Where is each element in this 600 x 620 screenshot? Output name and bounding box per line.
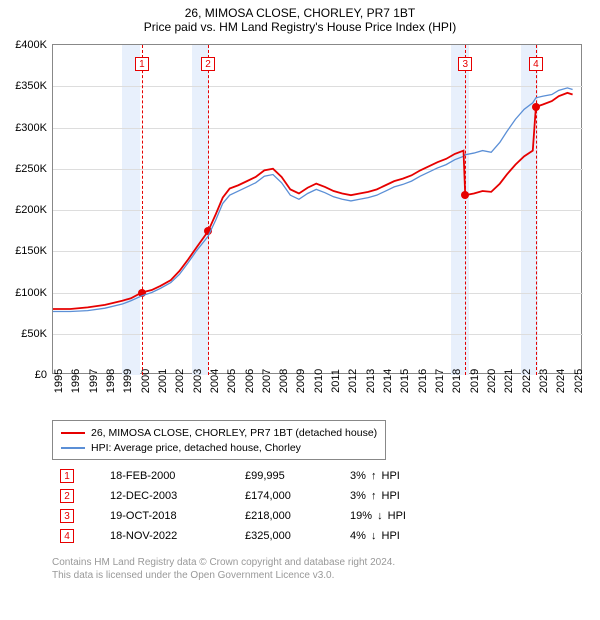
sale-hpi-delta: 4% ↓ HPI <box>350 530 450 542</box>
sales-table: 118-FEB-2000£99,9953% ↑ HPI212-DEC-2003£… <box>60 466 450 546</box>
legend-item: HPI: Average price, detached house, Chor… <box>61 440 377 455</box>
arrow-up-icon: ↑ <box>371 490 377 502</box>
sales-table-row: 1 18-FEB-2000£99,9953% ↑ HPI <box>60 466 450 486</box>
footer-line-1: Contains HM Land Registry data © Crown c… <box>52 556 395 569</box>
y-axis-tick: £350K <box>15 80 53 92</box>
footer-line-2: This data is licensed under the Open Gov… <box>52 569 395 582</box>
footer-attribution: Contains HM Land Registry data © Crown c… <box>52 556 395 582</box>
y-axis-tick: £0 <box>35 369 53 381</box>
y-axis-tick: £50K <box>21 328 53 340</box>
sale-date: 12-DEC-2003 <box>110 490 245 502</box>
arrow-down-icon: ↓ <box>377 510 383 522</box>
y-axis-tick: £250K <box>15 163 53 175</box>
sale-hpi-delta: 3% ↑ HPI <box>350 490 450 502</box>
chart-lines <box>53 45 583 375</box>
series-line <box>53 88 573 312</box>
y-axis-tick: £400K <box>15 39 53 51</box>
sale-hpi-delta: 3% ↑ HPI <box>350 470 450 482</box>
y-axis-tick: £100K <box>15 287 53 299</box>
legend-swatch <box>61 447 85 449</box>
legend-label: HPI: Average price, detached house, Chor… <box>91 442 301 454</box>
y-axis-tick: £300K <box>15 122 53 134</box>
sale-hpi-delta: 19% ↓ HPI <box>350 510 450 522</box>
sale-index-badge: 2 <box>60 489 74 503</box>
sale-index-badge: 3 <box>60 509 74 523</box>
arrow-up-icon: ↑ <box>371 470 377 482</box>
chart-subtitle: Price paid vs. HM Land Registry's House … <box>0 20 600 38</box>
sale-date: 18-FEB-2000 <box>110 470 245 482</box>
arrow-down-icon: ↓ <box>371 530 377 542</box>
legend-swatch <box>61 432 85 434</box>
sales-table-row: 2 12-DEC-2003£174,0003% ↑ HPI <box>60 486 450 506</box>
chart-title: 26, MIMOSA CLOSE, CHORLEY, PR7 1BT <box>0 0 600 20</box>
sale-date: 19-OCT-2018 <box>110 510 245 522</box>
sale-date: 18-NOV-2022 <box>110 530 245 542</box>
y-axis-tick: £150K <box>15 245 53 257</box>
sale-price: £218,000 <box>245 510 350 522</box>
sales-table-row: 4 18-NOV-2022£325,0004% ↓ HPI <box>60 526 450 546</box>
y-axis-tick: £200K <box>15 204 53 216</box>
sale-price: £99,995 <box>245 470 350 482</box>
series-line <box>53 93 573 309</box>
chart-legend: 26, MIMOSA CLOSE, CHORLEY, PR7 1BT (deta… <box>52 420 386 460</box>
sale-index-badge: 4 <box>60 529 74 543</box>
sale-index-badge: 1 <box>60 469 74 483</box>
chart-plot-area: £0£50K£100K£150K£200K£250K£300K£350K£400… <box>52 44 582 374</box>
legend-label: 26, MIMOSA CLOSE, CHORLEY, PR7 1BT (deta… <box>91 427 377 439</box>
sale-price: £325,000 <box>245 530 350 542</box>
sale-price: £174,000 <box>245 490 350 502</box>
legend-item: 26, MIMOSA CLOSE, CHORLEY, PR7 1BT (deta… <box>61 425 377 440</box>
sales-table-row: 3 19-OCT-2018£218,00019% ↓ HPI <box>60 506 450 526</box>
